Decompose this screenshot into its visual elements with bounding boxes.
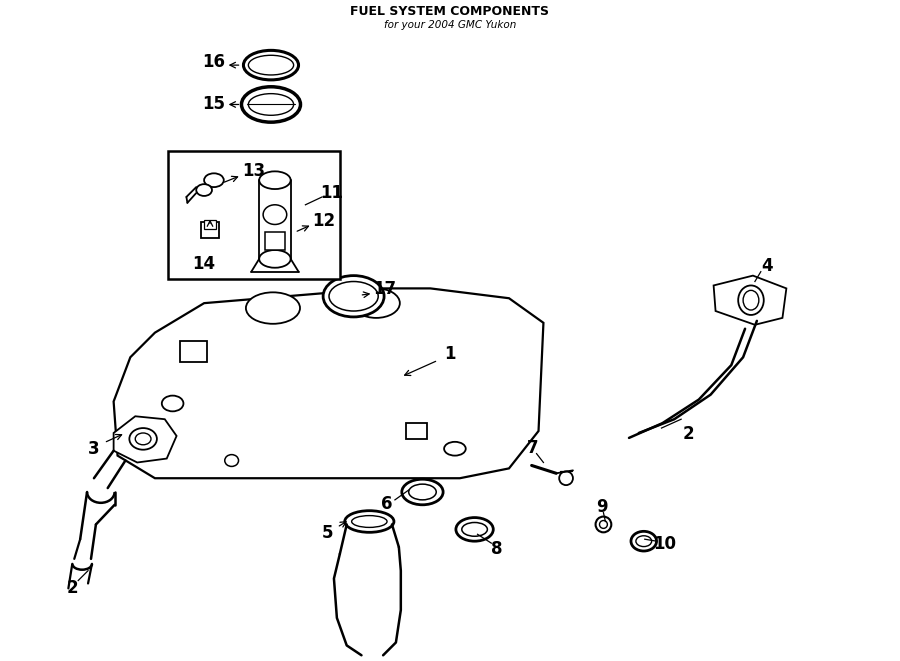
- Ellipse shape: [738, 286, 764, 315]
- Text: for your 2004 GMC Yukon: for your 2004 GMC Yukon: [383, 20, 517, 30]
- Text: 4: 4: [760, 256, 772, 275]
- Text: 17: 17: [374, 280, 397, 298]
- Ellipse shape: [196, 184, 212, 196]
- Text: 14: 14: [193, 254, 216, 273]
- Ellipse shape: [599, 520, 608, 528]
- Text: 12: 12: [312, 212, 336, 229]
- Ellipse shape: [409, 484, 436, 500]
- Text: 2: 2: [682, 425, 694, 443]
- Ellipse shape: [329, 282, 378, 311]
- Text: 5: 5: [321, 524, 333, 542]
- Ellipse shape: [462, 522, 488, 536]
- Ellipse shape: [241, 87, 301, 122]
- Text: 8: 8: [491, 540, 503, 558]
- Ellipse shape: [259, 250, 291, 268]
- Text: FUEL SYSTEM COMPONENTS: FUEL SYSTEM COMPONENTS: [350, 5, 550, 18]
- Ellipse shape: [596, 517, 611, 532]
- Ellipse shape: [352, 516, 387, 527]
- Text: 6: 6: [382, 495, 392, 513]
- Bar: [204, 219, 216, 229]
- Ellipse shape: [135, 433, 151, 445]
- Ellipse shape: [323, 276, 384, 317]
- Text: 7: 7: [526, 439, 538, 457]
- Ellipse shape: [243, 50, 299, 80]
- Ellipse shape: [248, 94, 293, 115]
- Bar: [202, 223, 219, 238]
- Ellipse shape: [456, 518, 493, 541]
- Polygon shape: [714, 276, 787, 325]
- Ellipse shape: [259, 171, 291, 189]
- Ellipse shape: [204, 173, 224, 187]
- Bar: [266, 232, 284, 250]
- Ellipse shape: [246, 292, 300, 324]
- Ellipse shape: [559, 471, 573, 485]
- Bar: [406, 423, 428, 439]
- Ellipse shape: [130, 428, 157, 449]
- Text: 10: 10: [652, 535, 676, 553]
- Ellipse shape: [401, 479, 443, 505]
- Bar: [179, 340, 207, 362]
- Text: 9: 9: [596, 498, 608, 516]
- Text: 2: 2: [67, 580, 78, 598]
- Ellipse shape: [636, 536, 652, 547]
- Ellipse shape: [162, 395, 184, 411]
- Polygon shape: [113, 288, 544, 478]
- Ellipse shape: [225, 455, 238, 467]
- Ellipse shape: [345, 511, 394, 532]
- Text: 1: 1: [445, 345, 455, 364]
- Ellipse shape: [248, 56, 293, 75]
- Text: 15: 15: [202, 95, 225, 114]
- Polygon shape: [113, 416, 176, 463]
- Bar: [167, 151, 340, 278]
- Ellipse shape: [353, 288, 400, 318]
- Text: 16: 16: [202, 53, 225, 71]
- Ellipse shape: [631, 531, 657, 551]
- Ellipse shape: [743, 290, 759, 310]
- Text: 3: 3: [88, 440, 100, 457]
- Text: 13: 13: [242, 163, 265, 180]
- Ellipse shape: [444, 442, 465, 455]
- Ellipse shape: [263, 205, 287, 225]
- Text: 11: 11: [320, 184, 344, 202]
